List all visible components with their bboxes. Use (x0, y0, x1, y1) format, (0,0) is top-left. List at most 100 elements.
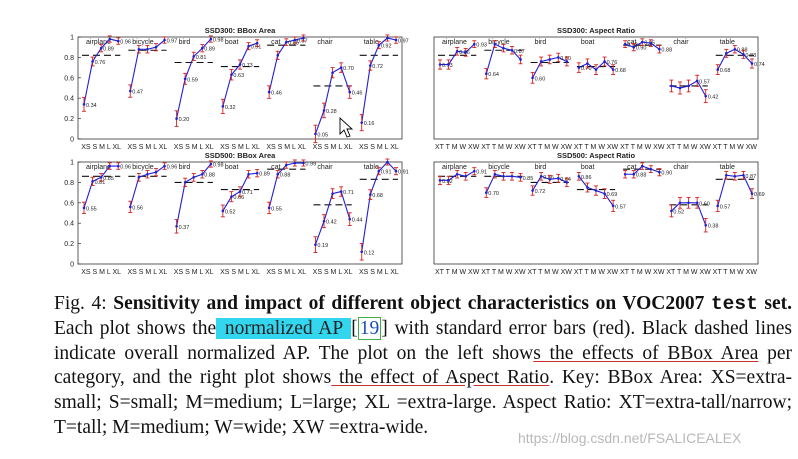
data-label: 0.76 (95, 60, 106, 66)
data-point (302, 36, 305, 40)
panel-title: SSD300: BBox Area (205, 26, 276, 35)
series-bird: bird 0.72 0.86 0.84 XT T M W XW (528, 164, 573, 276)
data-label: 0.92 (381, 44, 392, 50)
data-label: 0.57 (615, 204, 626, 210)
citation-link[interactable]: 19 (357, 316, 382, 340)
data-point (322, 109, 326, 112)
data-point (368, 64, 372, 67)
y-tick-label: 0.2 (64, 241, 74, 248)
data-label: 0.89 (204, 47, 215, 53)
data-point (339, 190, 343, 193)
y-tick-label: 0.4 (64, 221, 74, 228)
data-point (209, 162, 213, 166)
data-point (548, 178, 552, 181)
data-point (623, 42, 627, 46)
data-point (314, 132, 317, 136)
y-tick-label: 0.4 (64, 96, 74, 103)
data-point (276, 172, 280, 176)
category-label: bicycle (132, 164, 154, 171)
data-label: 0.80 (560, 56, 571, 62)
data-label: 0.72 (535, 189, 546, 195)
data-point (695, 201, 699, 205)
x-tick-labels: XS S M L XL (266, 269, 306, 276)
data-point (742, 53, 745, 56)
series-bicycle: bicycle 0.56 0.96 XS S M L XL (128, 162, 178, 276)
data-label: 0.86 (581, 175, 592, 181)
x-tick-labels: XT T M W XW (713, 144, 758, 151)
data-label: 0.55 (86, 206, 97, 212)
data-point (322, 219, 326, 223)
data-label: 0.16 (364, 121, 375, 127)
data-point (255, 41, 259, 45)
data-point (128, 205, 132, 209)
category-label: bird (179, 39, 191, 46)
data-point (502, 174, 505, 178)
data-label: 0.81 (95, 180, 106, 186)
data-point (695, 79, 699, 83)
data-point (632, 45, 636, 49)
x-tick-labels: XS S M L XL (174, 269, 214, 276)
data-label: 0.88 (280, 173, 291, 179)
series-chair: chair 0.52 0.60 0.38 XT T M W XW (666, 164, 718, 276)
data-point (447, 179, 450, 182)
data-point (565, 181, 569, 184)
data-point (116, 164, 120, 168)
data-point (108, 37, 112, 41)
x-tick-labels: XT T M W XW (713, 269, 758, 276)
data-label: 0.84 (560, 177, 571, 183)
data-label: 0.95 (644, 41, 655, 47)
y-tick-label: 0.6 (64, 75, 74, 82)
data-point (519, 58, 522, 61)
series-boat: boat 0.52 0.660.71 0.89 XS S M L XL (220, 164, 270, 276)
x-tick-labels: XT T M W XW (574, 144, 619, 151)
series-boat: boat 0.70 0.76 0.68 XT T M W XW (574, 39, 626, 151)
data-label: 0.52 (673, 209, 684, 215)
series-airplane: airplane 0.55 0.810.85 0.96 XS S M L XL (81, 162, 131, 276)
data-point (238, 63, 242, 66)
data-point (247, 44, 250, 48)
data-label: 0.82 (442, 179, 453, 185)
category-label: bicycle (488, 164, 510, 171)
data-label: 0.96 (167, 165, 178, 171)
category-label: table (364, 164, 379, 171)
category-label: cat (271, 39, 280, 46)
series-bicycle: bicycle 0.70 0.85 XT T M W XW (481, 164, 533, 276)
series-bicycle: bicycle 0.47 0.97 XS S M L XL (128, 36, 177, 151)
chart-panel-2: SSD300: Aspect Ratio airplane 0.73 0.86 0.93… (433, 26, 765, 151)
x-tick-labels: XS S M L XL (359, 144, 399, 151)
data-label: 0.86 (459, 50, 470, 56)
data-point (386, 36, 389, 40)
data-point (678, 86, 682, 90)
category-label: boat (225, 39, 239, 46)
data-point (649, 41, 653, 45)
data-label: 0.88 (636, 173, 647, 179)
data-point (565, 60, 569, 63)
data-label: 0.66 (233, 195, 244, 201)
data-label: 0.81 (196, 55, 207, 61)
caption-text-1: Each plot shows the (54, 317, 217, 339)
data-label: 0.99 (305, 162, 316, 168)
data-point (577, 66, 581, 69)
series-line (83, 165, 119, 209)
data-point (221, 105, 225, 108)
x-tick-labels: XS S M L XL (220, 269, 260, 276)
caption-bold-title: Sensitivity and impact of different obje… (113, 293, 792, 315)
x-tick-labels: XS S M L XL (81, 144, 121, 151)
data-point (348, 217, 352, 221)
category-label: chair (317, 164, 333, 171)
data-point (510, 48, 514, 52)
data-label: 0.85 (103, 176, 114, 182)
data-point (678, 201, 682, 205)
category-label: bird (535, 39, 547, 46)
caption-test-word: test (710, 293, 758, 315)
panel-title: SSD500: Aspect Ratio (557, 151, 635, 160)
data-label: 0.69 (607, 192, 618, 198)
data-point (175, 224, 178, 228)
data-point (484, 72, 488, 76)
category-label: cat (271, 164, 280, 171)
x-tick-labels: XT T M W XW (666, 144, 711, 151)
data-label: 0.71 (343, 190, 354, 196)
